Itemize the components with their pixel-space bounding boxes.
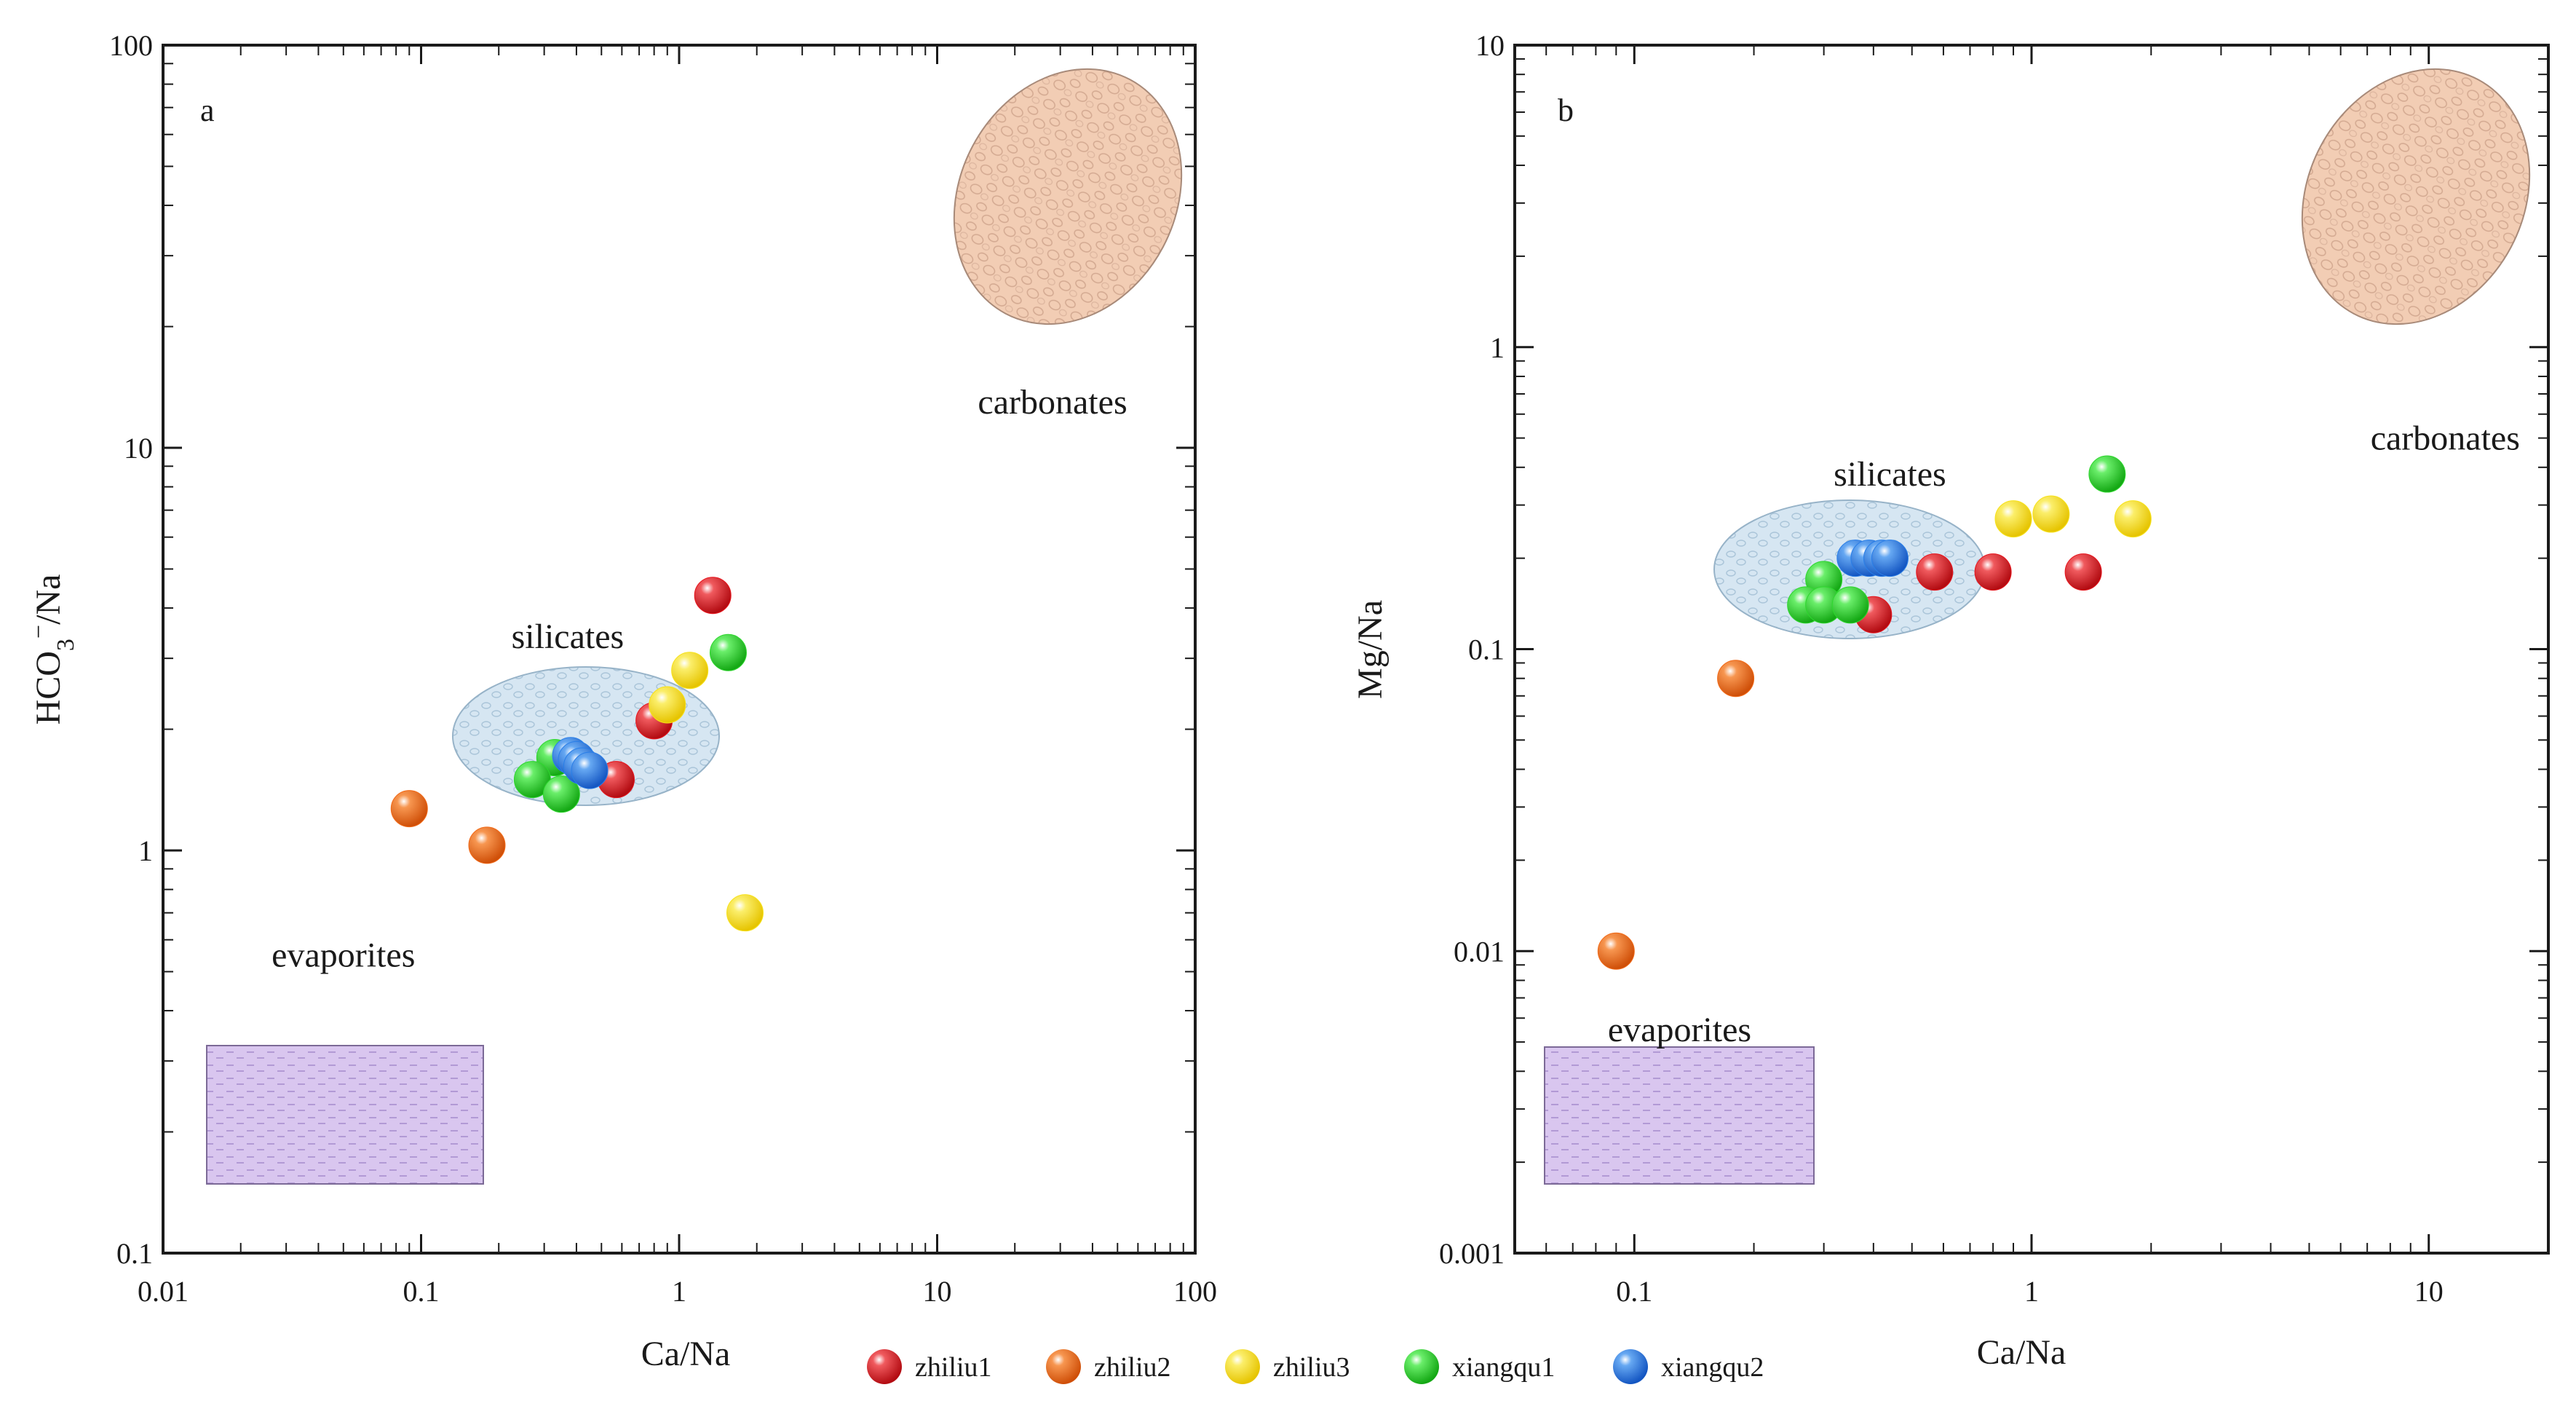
x-tick-label: 1 (672, 1275, 686, 1308)
carbonates-label: carbonates (978, 383, 1127, 422)
point-zhiliu3 (2114, 500, 2152, 538)
legend-marker-zhiliu2 (1046, 1349, 1081, 1384)
legend: zhiliu1 zhiliu2 zhiliu3 xiangqu1 xiangqu2 (867, 1349, 1764, 1384)
legend-marker-zhiliu3 (1225, 1349, 1260, 1384)
y-tick-label: 100 (109, 29, 153, 62)
point-zhiliu3 (649, 686, 686, 724)
y-tick-label: 10 (124, 432, 153, 465)
y-tick-label: 0.1 (116, 1237, 153, 1270)
legend-label-xiangqu2: xiangqu2 (1661, 1352, 1764, 1383)
point-xiangqu1 (2088, 455, 2126, 493)
point-zhiliu3 (2032, 495, 2070, 533)
legend-marker-xiangqu1 (1404, 1349, 1439, 1384)
y-tick-label: 0.001 (1439, 1237, 1505, 1270)
point-xiangqu2 (571, 751, 609, 789)
point-zhiliu2 (1597, 932, 1635, 970)
x-tick-label: 0.1 (403, 1275, 440, 1308)
panel-a-frame (162, 44, 1197, 1255)
y-tick-label: 0.1 (1468, 633, 1505, 666)
panel-b-frame (1513, 44, 2550, 1255)
y-tick-label: 10 (1475, 29, 1505, 62)
x-tick-label: 100 (1173, 1275, 1217, 1308)
point-zhiliu1 (2064, 553, 2102, 591)
panel-b-x-axis-title: Ca/Na (1977, 1333, 2066, 1372)
legend-label-zhiliu1: zhiliu1 (915, 1352, 992, 1383)
panel-b: 0.1 1 10 0.001 0.01 0.1 1 10 b carbonates silic… (1351, 29, 2550, 1372)
panel-b-points (1597, 455, 2152, 970)
point-xiangqu1 (542, 775, 580, 813)
panel-b-regions (1544, 68, 2531, 1185)
legend-label-zhiliu2: zhiliu2 (1094, 1352, 1171, 1383)
legend-label-zhiliu3: zhiliu3 (1273, 1352, 1350, 1383)
legend-label-xiangqu1: xiangqu1 (1452, 1352, 1555, 1383)
y-tick-label: 1 (1490, 331, 1505, 364)
point-zhiliu2 (468, 826, 506, 864)
point-zhiliu3 (726, 894, 764, 932)
point-zhiliu3 (1994, 500, 2032, 538)
point-zhiliu3 (671, 652, 709, 690)
y-title-subscript: 3 (52, 639, 79, 651)
evaporites-region (1544, 1046, 1815, 1185)
point-zhiliu1 (694, 577, 732, 615)
y-tick-label: 1 (138, 834, 153, 867)
y-title-na: /Na (29, 574, 68, 625)
point-zhiliu1 (1974, 553, 2012, 591)
carbonates-region (2301, 68, 2531, 325)
legend-marker-zhiliu1 (867, 1349, 902, 1384)
panel-a: 0.01 0.1 1 10 100 0.1 1 10 100 a carbonates sili… (25, 29, 1218, 1373)
panel-b-tick-labels: 0.1 1 10 0.001 0.01 0.1 1 10 (1439, 29, 2444, 1308)
x-tick-label: 0.1 (1616, 1275, 1652, 1308)
carbonates-region (953, 68, 1183, 325)
y-tick-label: 0.01 (1454, 935, 1505, 968)
point-xiangqu1 (1831, 586, 1869, 624)
x-tick-label: 0.01 (138, 1275, 189, 1308)
panel-a-y-axis-title: HCO3−/Na (25, 574, 79, 725)
panel-a-tick-labels: 0.01 0.1 1 10 100 0.1 1 10 100 (109, 29, 1217, 1308)
panel-a-x-axis-title: Ca/Na (641, 1335, 731, 1373)
panel-b-letter: b (1558, 92, 1574, 128)
point-xiangqu2 (1871, 540, 1909, 577)
carbonates-label: carbonates (2371, 419, 2520, 458)
point-xiangqu1 (709, 633, 747, 671)
panel-a-letter: a (200, 92, 215, 128)
point-zhiliu1 (1916, 553, 1954, 591)
point-zhiliu2 (1717, 660, 1755, 698)
x-tick-label: 10 (923, 1275, 952, 1308)
y-title-superscript: − (25, 625, 52, 639)
evaporites-region (206, 1045, 484, 1185)
evaporites-label: evaporites (272, 936, 415, 975)
x-tick-label: 1 (2024, 1275, 2039, 1308)
x-tick-label: 10 (2414, 1275, 2444, 1308)
silicates-label: silicates (512, 617, 625, 656)
panel-a-points (390, 577, 764, 932)
y-title-hco: HCO (29, 651, 68, 724)
legend-marker-xiangqu2 (1613, 1349, 1648, 1384)
panel-b-y-axis-title: Mg/Na (1351, 600, 1390, 699)
silicates-label: silicates (1834, 455, 1946, 494)
evaporites-label: evaporites (1608, 1011, 1751, 1049)
point-zhiliu2 (390, 790, 428, 828)
